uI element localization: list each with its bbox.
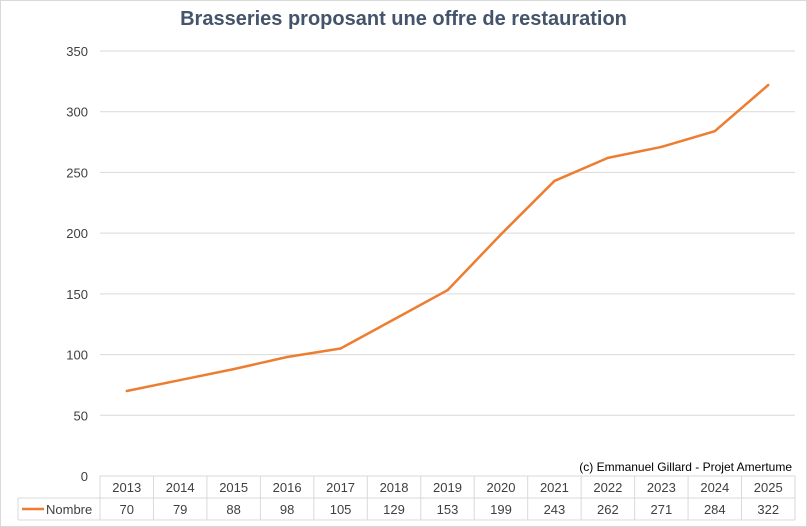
- x-tick-label: 2018: [380, 480, 409, 495]
- x-tick-label: 2020: [487, 480, 516, 495]
- x-tick-label: 2014: [166, 480, 195, 495]
- data-label: 199: [490, 502, 512, 517]
- x-tick-label: 2021: [540, 480, 569, 495]
- data-point: [767, 83, 770, 87]
- copyright-annotation: (c) Emmanuel Gillard - Projet Amertume: [579, 460, 792, 474]
- data-label: 153: [437, 502, 459, 517]
- x-tick-label: 2013: [112, 480, 141, 495]
- chart-title: Brasseries proposant une offre de restau…: [180, 8, 627, 30]
- data-point: [660, 145, 663, 149]
- x-tick-label: 2016: [273, 480, 302, 495]
- data-label: 88: [226, 502, 240, 517]
- y-tick-label: 0: [81, 469, 88, 484]
- data-point: [499, 233, 503, 236]
- data-label: 284: [704, 502, 726, 517]
- data-point: [125, 389, 128, 393]
- legend-label: Nombre: [46, 502, 92, 517]
- y-tick-label: 50: [74, 408, 88, 423]
- data-point: [232, 367, 235, 371]
- data-label: 243: [544, 502, 566, 517]
- data-label: 271: [650, 502, 672, 517]
- x-tick-label: 2022: [593, 480, 622, 495]
- x-tick-label: 2017: [326, 480, 355, 495]
- y-tick-label: 350: [66, 44, 88, 59]
- data-point: [178, 378, 182, 382]
- x-tick-label: 2019: [433, 480, 462, 495]
- data-point: [285, 355, 289, 359]
- data-label: 79: [173, 502, 187, 517]
- data-point: [553, 179, 556, 183]
- data-point: [606, 156, 610, 160]
- series-line-nombre: [126, 84, 770, 393]
- data-label: 70: [119, 502, 133, 517]
- data-label: 98: [280, 502, 294, 517]
- y-tick-label: 150: [66, 287, 88, 302]
- data-point: [339, 347, 342, 350]
- x-tick-label: 2015: [219, 480, 248, 495]
- data-point: [713, 129, 717, 133]
- data-point: [446, 289, 449, 292]
- data-label: 105: [330, 502, 352, 517]
- data-label: 322: [757, 502, 779, 517]
- y-tick-label: 300: [66, 105, 88, 120]
- y-tick-label: 250: [66, 165, 88, 180]
- y-tick-label: 200: [66, 226, 88, 241]
- y-tick-label: 100: [66, 348, 88, 363]
- data-point: [392, 318, 396, 321]
- x-tick-label: 2023: [647, 480, 676, 495]
- x-tick-label: 2025: [754, 480, 783, 495]
- data-label: 262: [597, 502, 619, 517]
- data-label: 129: [383, 502, 405, 517]
- x-tick-label: 2024: [700, 480, 729, 495]
